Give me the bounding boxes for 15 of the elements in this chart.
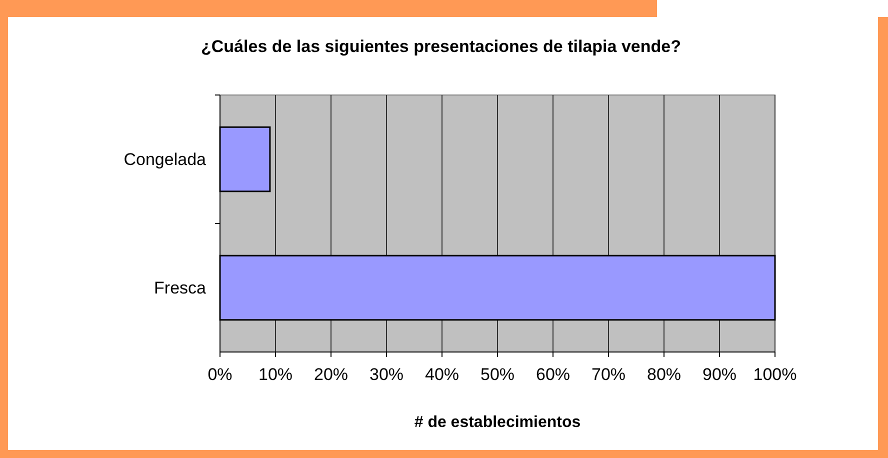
y-tick-label: Congelada bbox=[124, 150, 207, 170]
x-tick-label: 70% bbox=[591, 365, 626, 384]
y-tick-label: Fresca bbox=[154, 278, 207, 298]
x-tick-label: 80% bbox=[646, 365, 682, 384]
chart-title: ¿Cuáles de las siguientes presentaciones de tilapia vende? bbox=[201, 37, 681, 56]
x-tick-label: 40% bbox=[424, 365, 460, 384]
x-tick-label: 60% bbox=[536, 365, 570, 384]
x-tick-label: 30% bbox=[369, 365, 404, 384]
x-tick-label: 10% bbox=[258, 365, 293, 384]
x-tick-label: 90% bbox=[702, 365, 737, 384]
x-axis-title: # de establecimientos bbox=[414, 414, 581, 431]
x-tick-label: 50% bbox=[480, 365, 515, 384]
x-tick-label: 0% bbox=[208, 365, 232, 384]
x-tick-label: 100% bbox=[753, 365, 797, 384]
x-tick-label: 20% bbox=[314, 365, 348, 384]
